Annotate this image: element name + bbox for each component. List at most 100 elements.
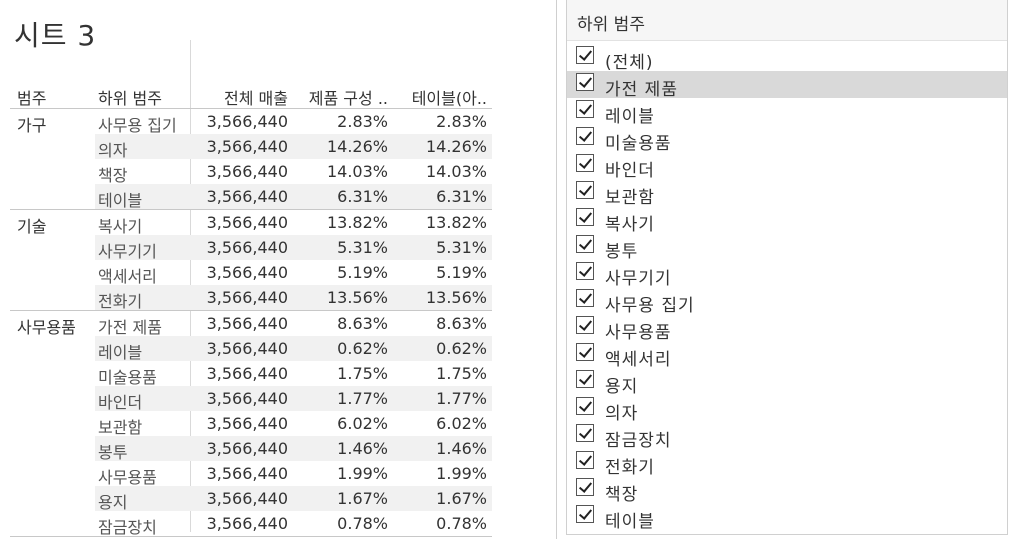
- sales-cell[interactable]: 3,566,440: [206, 414, 288, 433]
- product-share-cell[interactable]: 6.31%: [337, 187, 388, 206]
- filter-item[interactable]: 사무용 집기: [567, 287, 1007, 316]
- table-row[interactable]: 가구 사무용 집기 3,566,440 2.83% 2.83%: [10, 109, 492, 135]
- table-calc-cell[interactable]: 1.99%: [436, 464, 487, 483]
- product-share-cell[interactable]: 2.83%: [337, 112, 388, 131]
- subcategory-cell[interactable]: 봉투: [98, 443, 128, 462]
- product-share-cell[interactable]: 1.46%: [337, 439, 388, 458]
- table-row[interactable]: 바인더 3,566,440 1.77% 1.77%: [10, 386, 492, 412]
- table-row[interactable]: 기술 복사기 3,566,440 13.82% 13.82%: [10, 210, 492, 236]
- sales-cell[interactable]: 3,566,440: [206, 288, 288, 307]
- table-row[interactable]: 미술용품 3,566,440 1.75% 1.75%: [10, 361, 492, 387]
- checkbox-checked-icon[interactable]: [576, 154, 594, 172]
- filter-item[interactable]: 사무기기: [567, 260, 1007, 289]
- filter-item[interactable]: 미술용품: [567, 125, 1007, 154]
- category-cell[interactable]: 기술: [17, 217, 47, 236]
- filter-item[interactable]: 액세서리: [567, 341, 1007, 370]
- filter-item[interactable]: 의자: [567, 395, 1007, 424]
- table-calc-cell[interactable]: 2.83%: [436, 112, 487, 131]
- checkbox-checked-icon[interactable]: [576, 370, 594, 388]
- product-share-cell[interactable]: 0.62%: [337, 339, 388, 358]
- filter-item[interactable]: 봉투: [567, 233, 1007, 262]
- sales-cell[interactable]: 3,566,440: [206, 162, 288, 181]
- table-calc-cell[interactable]: 13.82%: [425, 213, 487, 232]
- sales-cell[interactable]: 3,566,440: [206, 112, 288, 131]
- sales-cell[interactable]: 3,566,440: [206, 314, 288, 333]
- checkbox-checked-icon[interactable]: [576, 208, 594, 226]
- checkbox-checked-icon[interactable]: [576, 451, 594, 469]
- header-subcategory[interactable]: 하위 범주: [98, 89, 162, 108]
- subcategory-cell[interactable]: 의자: [98, 141, 128, 160]
- table-calc-cell[interactable]: 0.78%: [436, 514, 487, 533]
- table-row[interactable]: 사무용품 가전 제품 3,566,440 8.63% 8.63%: [10, 311, 492, 337]
- table-row[interactable]: 레이블 3,566,440 0.62% 0.62%: [10, 336, 492, 362]
- filter-item[interactable]: 보관함: [567, 179, 1007, 208]
- header-product-share[interactable]: 제품 구성 ..: [308, 89, 388, 108]
- subcategory-cell[interactable]: 레이블: [98, 343, 143, 362]
- product-share-cell[interactable]: 1.99%: [337, 464, 388, 483]
- product-share-cell[interactable]: 1.67%: [337, 489, 388, 508]
- checkbox-checked-icon[interactable]: [576, 316, 594, 334]
- sales-cell[interactable]: 3,566,440: [206, 489, 288, 508]
- sales-cell[interactable]: 3,566,440: [206, 213, 288, 232]
- table-calc-cell[interactable]: 1.77%: [436, 389, 487, 408]
- table-row[interactable]: 사무기기 3,566,440 5.31% 5.31%: [10, 235, 492, 261]
- table-row[interactable]: 테이블 3,566,440 6.31% 6.31%: [10, 184, 492, 210]
- sales-cell[interactable]: 3,566,440: [206, 364, 288, 383]
- subcategory-cell[interactable]: 사무용 집기: [98, 116, 177, 135]
- checkbox-checked-icon[interactable]: [576, 181, 594, 199]
- subcategory-cell[interactable]: 사무용품: [98, 468, 157, 487]
- filter-item[interactable]: 잠금장치: [567, 422, 1007, 451]
- checkbox-checked-icon[interactable]: [576, 289, 594, 307]
- sales-cell[interactable]: 3,566,440: [206, 339, 288, 358]
- sales-cell[interactable]: 3,566,440: [206, 389, 288, 408]
- sales-cell[interactable]: 3,566,440: [206, 238, 288, 257]
- table-calc-cell[interactable]: 0.62%: [436, 339, 487, 358]
- table-calc-cell[interactable]: 1.46%: [436, 439, 487, 458]
- table-row[interactable]: 액세서리 3,566,440 5.19% 5.19%: [10, 260, 492, 286]
- subcategory-cell[interactable]: 사무기기: [98, 242, 157, 261]
- subcategory-cell[interactable]: 액세서리: [98, 267, 157, 286]
- checkbox-checked-icon[interactable]: [576, 505, 594, 523]
- checkbox-checked-icon[interactable]: [576, 73, 594, 91]
- sales-cell[interactable]: 3,566,440: [206, 263, 288, 282]
- category-cell[interactable]: 사무용품: [17, 318, 76, 337]
- product-share-cell[interactable]: 8.63%: [337, 314, 388, 333]
- checkbox-checked-icon[interactable]: [576, 397, 594, 415]
- filter-item[interactable]: 용지: [567, 368, 1007, 397]
- table-calc-cell[interactable]: 14.03%: [425, 162, 487, 181]
- subcategory-cell[interactable]: 바인더: [98, 393, 143, 412]
- table-row[interactable]: 전화기 3,566,440 13.56% 13.56%: [10, 285, 492, 311]
- table-calc-cell[interactable]: 1.75%: [436, 364, 487, 383]
- sales-cell[interactable]: 3,566,440: [206, 464, 288, 483]
- sales-cell[interactable]: 3,566,440: [206, 187, 288, 206]
- filter-item[interactable]: 바인더: [567, 152, 1007, 181]
- checkbox-checked-icon[interactable]: [576, 424, 594, 442]
- subcategory-cell[interactable]: 테이블: [98, 191, 143, 210]
- product-share-cell[interactable]: 0.78%: [337, 514, 388, 533]
- checkbox-checked-icon[interactable]: [576, 127, 594, 145]
- product-share-cell[interactable]: 1.75%: [337, 364, 388, 383]
- checkbox-checked-icon[interactable]: [576, 46, 594, 64]
- product-share-cell[interactable]: 14.03%: [326, 162, 388, 181]
- subcategory-cell[interactable]: 보관함: [98, 418, 143, 437]
- sales-cell[interactable]: 3,566,440: [206, 137, 288, 156]
- table-calc-cell[interactable]: 13.56%: [425, 288, 487, 307]
- filter-item[interactable]: (전체): [567, 44, 1007, 73]
- header-category[interactable]: 범주: [17, 89, 47, 108]
- checkbox-checked-icon[interactable]: [576, 100, 594, 118]
- table-calc-cell[interactable]: 5.31%: [436, 238, 487, 257]
- filter-item[interactable]: 테이블: [567, 503, 1007, 532]
- table-row[interactable]: 잠금장치 3,566,440 0.78% 0.78%: [10, 511, 492, 537]
- product-share-cell[interactable]: 14.26%: [326, 137, 388, 156]
- checkbox-checked-icon[interactable]: [576, 343, 594, 361]
- table-calc-cell[interactable]: 1.67%: [436, 489, 487, 508]
- product-share-cell[interactable]: 13.82%: [326, 213, 388, 232]
- header-total-sales[interactable]: 전체 매출: [224, 89, 288, 108]
- subcategory-cell[interactable]: 복사기: [98, 217, 143, 236]
- subcategory-cell[interactable]: 미술용품: [98, 368, 157, 387]
- table-row[interactable]: 사무용품 3,566,440 1.99% 1.99%: [10, 461, 492, 487]
- checkbox-checked-icon[interactable]: [576, 478, 594, 496]
- checkbox-checked-icon[interactable]: [576, 262, 594, 280]
- filter-item[interactable]: 복사기: [567, 206, 1007, 235]
- table-row[interactable]: 보관함 3,566,440 6.02% 6.02%: [10, 411, 492, 437]
